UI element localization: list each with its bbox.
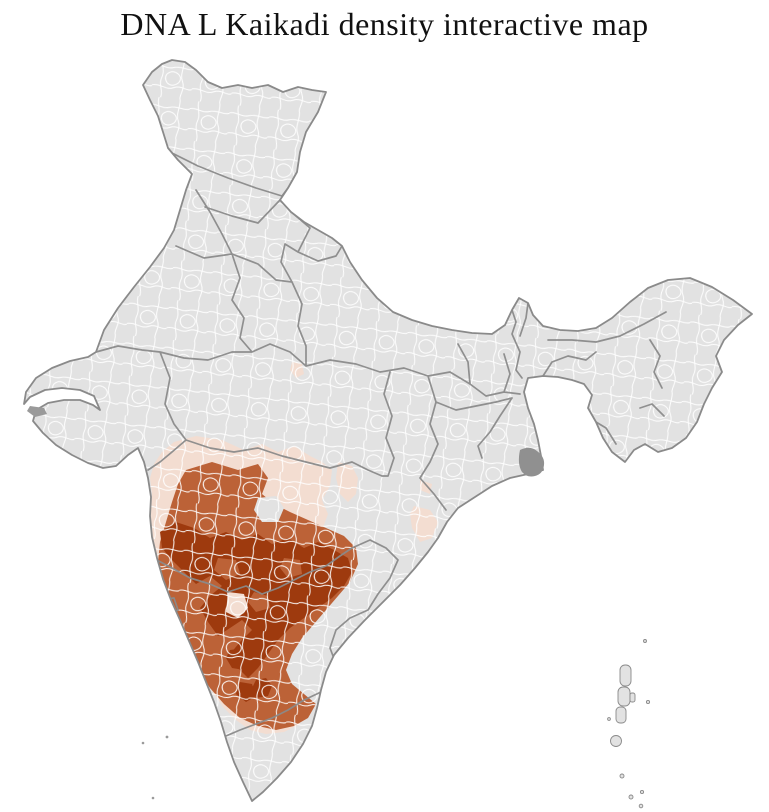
sundarbans-delta-patch	[518, 447, 545, 477]
andaman-nicobar-islands[interactable]	[607, 639, 651, 809]
kutch-coast-patch	[27, 406, 47, 417]
lakshadweep-islands[interactable]	[141, 735, 169, 800]
map-title: DNA L Kaikadi density interactive map	[120, 6, 649, 42]
